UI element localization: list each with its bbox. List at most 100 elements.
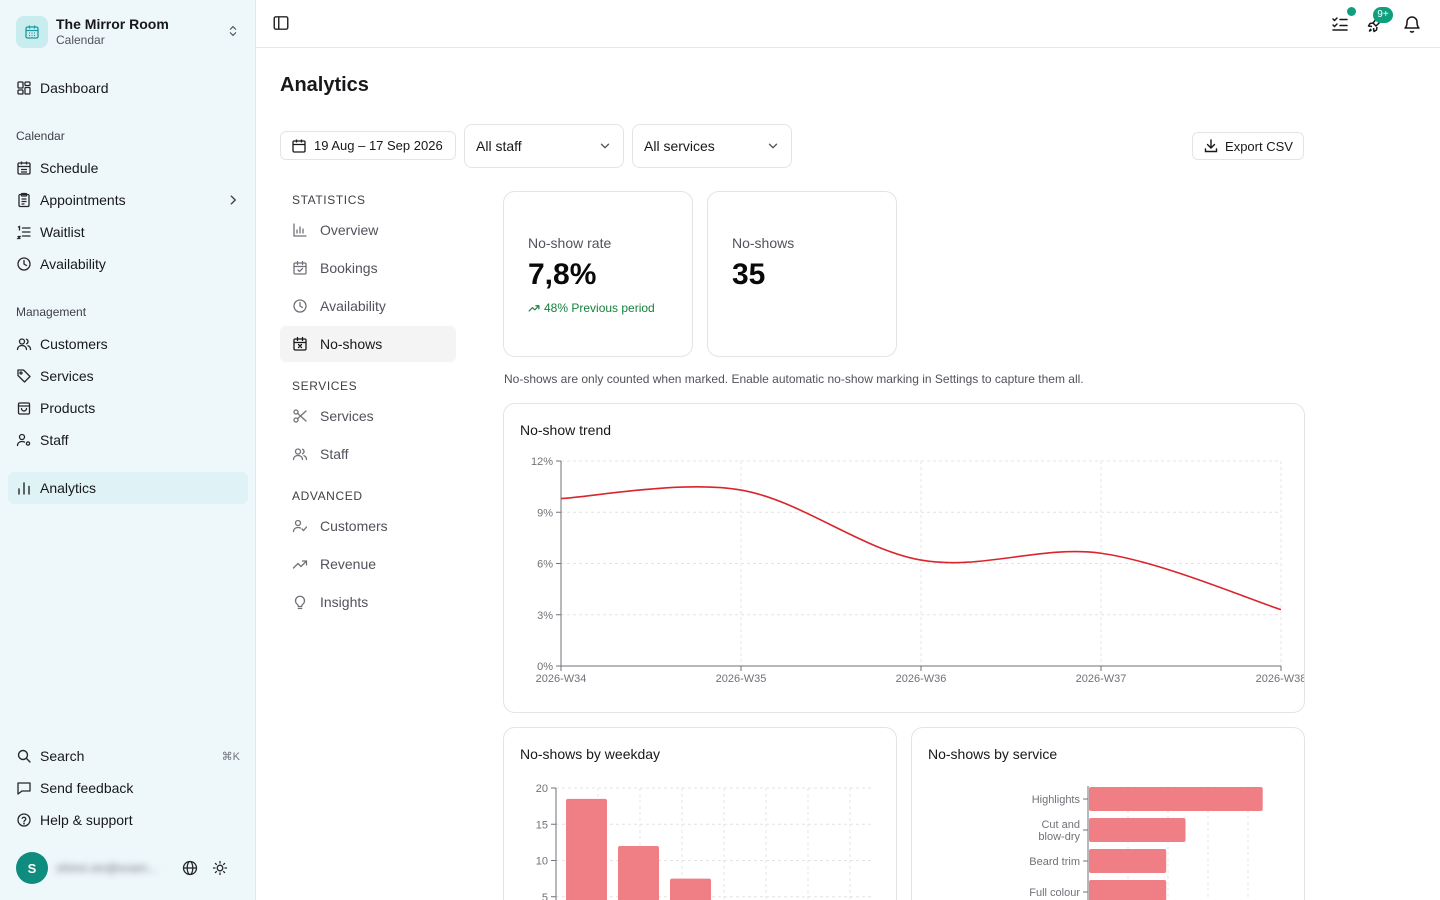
- subnav-item-customers[interactable]: Customers: [280, 508, 456, 544]
- subnav-item-no-shows[interactable]: No-shows: [280, 326, 456, 362]
- chart-title: No-shows by weekday: [520, 746, 661, 762]
- sidebar-item-customers[interactable]: Customers: [8, 328, 248, 360]
- bell-icon[interactable]: [1402, 14, 1422, 34]
- stat-card-no-shows: No-shows 35: [707, 191, 897, 357]
- service-bar: [1089, 787, 1263, 811]
- subnav-item-services[interactable]: Services: [280, 398, 456, 434]
- user-cog-icon: [16, 432, 32, 448]
- stat-value: 7,8%: [528, 258, 597, 291]
- stat-label: No-show rate: [528, 235, 612, 251]
- calendar-icon: [291, 138, 307, 154]
- list-ordered-icon: [16, 224, 32, 240]
- chevrons-up-down-icon: [226, 24, 240, 41]
- subnav-item-bookings[interactable]: Bookings: [280, 250, 456, 286]
- sidebar-item-search[interactable]: Search ⌘K: [8, 740, 248, 772]
- lightbulb-icon: [292, 594, 308, 610]
- user-email: shinni.xin@exam...: [56, 861, 158, 875]
- sidebar-item-services[interactable]: Services: [8, 360, 248, 392]
- calendar-grid-icon: [16, 160, 32, 176]
- panel-left-icon[interactable]: [272, 14, 290, 32]
- y-tick-label: Highlights: [1032, 794, 1081, 806]
- weekday-bar: [566, 798, 607, 900]
- sidebar-item-dashboard[interactable]: Dashboard: [8, 72, 248, 104]
- sidebar-item-waitlist[interactable]: Waitlist: [8, 216, 248, 248]
- subnav-item-overview[interactable]: Overview: [280, 212, 456, 248]
- subnav-item-label: Insights: [320, 594, 369, 610]
- org-name: The Mirror Room: [56, 16, 169, 32]
- sidebar-item-label: Send feedback: [40, 780, 134, 796]
- sidebar-item-label: Services: [40, 368, 94, 384]
- subnav-group-statistics: STATISTICS: [292, 193, 366, 207]
- weekday-bar: [670, 878, 711, 900]
- sidebar-item-label: Analytics: [40, 480, 97, 496]
- download-icon: [1203, 138, 1219, 154]
- date-range-picker[interactable]: 19 Aug – 17 Sep 2026: [280, 131, 456, 160]
- subnav-item-availability[interactable]: Availability: [280, 288, 456, 324]
- sidebar-item-staff[interactable]: Staff: [8, 424, 248, 456]
- clipboard-icon: [16, 192, 32, 208]
- trend-series-line: [560, 486, 1282, 611]
- sidebar-item-schedule[interactable]: Schedule: [8, 152, 248, 184]
- trending-up-icon: [292, 556, 308, 572]
- org-switcher[interactable]: The Mirror Room Calendar: [8, 8, 248, 56]
- service-bar: [1089, 849, 1167, 873]
- subnav-group-services: SERVICES: [292, 379, 358, 393]
- services-select[interactable]: All services: [632, 124, 792, 168]
- notifications-badge: 9+: [1373, 7, 1393, 23]
- subnav-item-insights[interactable]: Insights: [280, 584, 456, 620]
- sidebar-item-label: Dashboard: [40, 80, 109, 96]
- users-icon: [16, 336, 32, 352]
- user-menu[interactable]: S shinni.xin@exam...: [16, 852, 244, 884]
- sidebar-group-calendar: Calendar: [16, 129, 65, 143]
- dashboard-icon: [16, 80, 32, 96]
- y-tick-label: blow-dry: [1038, 831, 1080, 843]
- subnav-item-revenue[interactable]: Revenue: [280, 546, 456, 582]
- sidebar-item-label: Waitlist: [40, 224, 85, 240]
- tasks-icon[interactable]: [1330, 14, 1350, 34]
- sidebar-item-label: Staff: [40, 432, 69, 448]
- bar-chart-icon: [16, 480, 32, 496]
- subnav-item-staff[interactable]: Staff: [280, 436, 456, 472]
- calendar-x-icon: [292, 336, 308, 352]
- export-csv-button[interactable]: Export CSV: [1192, 132, 1304, 160]
- globe-icon[interactable]: [182, 860, 198, 876]
- service-bar: [1089, 818, 1186, 842]
- sidebar-item-analytics[interactable]: Analytics: [8, 472, 248, 504]
- sidebar-item-availability[interactable]: Availability: [8, 248, 248, 280]
- search-shortcut: ⌘K: [221, 750, 240, 763]
- sidebar-item-feedback[interactable]: Send feedback: [8, 772, 248, 804]
- avatar[interactable]: S: [16, 852, 48, 884]
- sun-icon[interactable]: [212, 860, 228, 876]
- chart-title: No-shows by service: [928, 746, 1058, 762]
- y-tick-label: 10: [536, 856, 548, 868]
- clock-icon: [16, 256, 32, 272]
- staff-select-value: All staff: [476, 138, 522, 154]
- subnav-item-label: Overview: [320, 222, 379, 238]
- x-tick-label: 2026-W35: [716, 673, 767, 685]
- y-tick-label: 9%: [537, 507, 553, 519]
- staff-select[interactable]: All staff: [464, 124, 624, 168]
- service-bar: [1089, 880, 1167, 900]
- sidebar-item-appointments[interactable]: Appointments: [8, 184, 248, 216]
- weekday-card: No-shows by weekday 5 10 15 20: [503, 727, 897, 900]
- y-tick-label: 5: [542, 892, 548, 900]
- service-card: No-shows by service Highlights Cut and blo…: [911, 727, 1305, 900]
- sidebar-item-label: Appointments: [40, 192, 126, 208]
- x-tick-label: 2026-W37: [1076, 673, 1127, 685]
- subnav-item-label: Availability: [320, 298, 386, 314]
- x-tick-label: 2026-W38: [1256, 673, 1305, 685]
- chart-title: No-show trend: [520, 422, 612, 438]
- weekday-bar: [618, 846, 659, 900]
- sidebar-item-help[interactable]: Help & support: [8, 804, 248, 836]
- export-csv-label: Export CSV: [1225, 138, 1293, 154]
- tag-icon: [16, 368, 32, 384]
- no-show-trend-card: No-show trend 0% 3% 6% 9% 12% 2026-W34 2026-W3…: [503, 403, 1305, 713]
- sidebar-item-products[interactable]: Products: [8, 392, 248, 424]
- page-title: Analytics: [280, 74, 369, 96]
- subnav-item-label: Bookings: [320, 260, 378, 276]
- calendar-check-icon: [292, 260, 308, 276]
- scissors-icon: [292, 408, 308, 424]
- no-show-trend-chart: 0% 3% 6% 9% 12% 2026-W34 2026-W35 2026-W36 2026-…: [531, 456, 1305, 685]
- shopping-bag-icon: [16, 400, 32, 416]
